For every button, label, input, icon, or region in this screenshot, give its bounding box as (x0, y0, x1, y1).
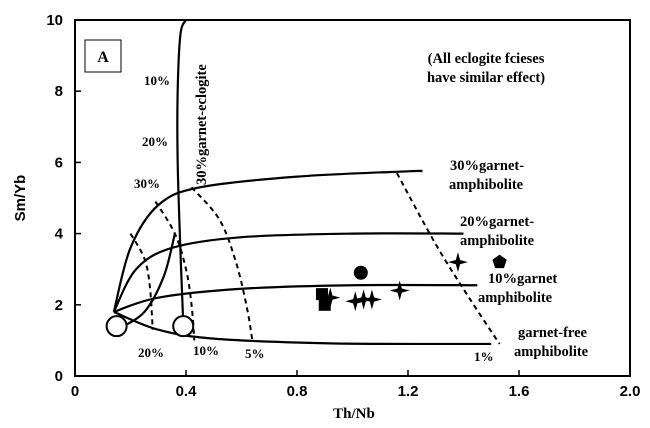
x-axis-title: Th/Nb (333, 406, 375, 422)
y-tick-label: 0 (55, 368, 63, 385)
y-axis-ticks: 0 2 4 6 8 10 (46, 12, 81, 385)
label-amph20-b: amphibolite (460, 233, 535, 249)
x-axis-ticks: 0 0.4 0.8 1.2 1.6 2.0 (71, 370, 641, 400)
sample-pentagon (492, 254, 507, 269)
panel-label-box: A (84, 39, 122, 73)
curve-garnet-amphibolite-30 (112, 169, 424, 313)
y-tick-label: 4 (55, 226, 64, 243)
dashed-melt-10 (154, 201, 196, 341)
sample-points (315, 252, 507, 312)
x-tick-label: 1.6 (509, 383, 530, 400)
sample-circle (353, 265, 368, 280)
source-compositions (105, 315, 195, 338)
dashed-melt-5 (190, 186, 254, 343)
sample-star (361, 289, 382, 310)
sample-square (318, 298, 331, 311)
x-tick-label: 0.8 (287, 383, 308, 400)
melt-fraction-lines (129, 172, 501, 345)
label-amph30-a: 30%garnet- (450, 158, 524, 174)
label-amph10-a: 10%garnet (488, 271, 557, 287)
label-amph0-a: garnet-free (518, 325, 588, 341)
y-tick-label: 2 (55, 297, 63, 314)
x-tick-label: 2.0 (620, 383, 641, 400)
melt-label-e30: 30% (134, 176, 160, 191)
curve-garnet-amphibolite-20 (112, 232, 464, 313)
plot-frame (74, 19, 631, 377)
source-circle (172, 315, 195, 338)
sample-star (389, 280, 410, 301)
melt-label-b20: 20% (138, 345, 164, 360)
melt-label-e20: 20% (142, 134, 168, 149)
melt-label-e10: 10% (144, 73, 170, 88)
label-amph30-b: amphibolite (449, 177, 524, 193)
panel-label: A (97, 49, 109, 66)
curve-eclogite-lower (116, 233, 176, 331)
curve-garnet-free-amphibolite (113, 310, 492, 346)
sample-star (345, 291, 366, 312)
y-tick-label: 6 (55, 154, 63, 171)
y-tick-label: 10 (46, 12, 63, 29)
model-curves (112, 19, 492, 346)
x-tick-label: 1.2 (398, 383, 419, 400)
sample-star (320, 287, 341, 308)
y-tick-label: 8 (55, 83, 63, 100)
dashed-melt-20 (129, 233, 154, 330)
x-tick-label: 0 (71, 383, 79, 400)
note-line-1: (All eclogite fcieses (428, 51, 545, 67)
melt-label-b1: 1% (474, 349, 494, 364)
curve-garnet-eclogite-30 (176, 19, 188, 323)
label-amph10-b: amphibolite (478, 290, 553, 306)
label-amph20-a: 20%garnet- (460, 214, 534, 230)
dashed-melt-1 (396, 172, 501, 345)
source-circle (105, 315, 128, 338)
sample-star (447, 252, 468, 273)
curve-garnet-amphibolite-10 (113, 283, 478, 313)
y-axis-title: Sm/Yb (12, 175, 29, 222)
label-garnet-eclogite: 30%garnet-eclogite (194, 64, 210, 185)
label-amph0-b: amphibolite (514, 344, 589, 360)
melt-label-b5: 5% (245, 346, 265, 361)
melt-label-b10: 10% (193, 343, 219, 358)
x-tick-label: 0.4 (176, 383, 198, 400)
note-line-2: have similar effect) (427, 70, 545, 86)
